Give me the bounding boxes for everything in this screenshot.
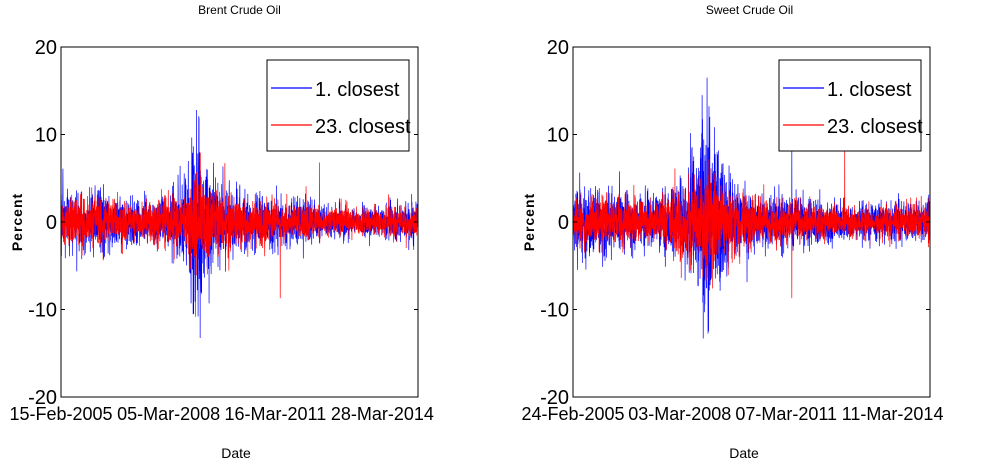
chart-title: Sweet Crude Oil — [706, 3, 793, 17]
legend-label: 1. closest — [827, 79, 912, 101]
y-tick-label: 0 — [558, 212, 569, 234]
x-axis: 24-Feb-2005 03-Mar-2008 07-Mar-2011 11-M… — [521, 404, 943, 424]
series-group — [572, 77, 931, 339]
y-axis-label: Percent — [9, 193, 25, 251]
panel-brent: Brent Crude Oil -20 -10 0 10 20 15-Feb-2… — [9, 3, 434, 461]
y-axis: -20 -10 0 10 20 — [540, 37, 930, 409]
x-tick-label: 05-Mar-2008 — [117, 404, 220, 424]
x-axis-label: Date — [729, 445, 759, 461]
y-tick-label: 20 — [547, 37, 569, 59]
x-tick-label: 11-Mar-2014 — [842, 404, 944, 424]
chart-title: Brent Crude Oil — [198, 3, 281, 17]
series-line-23-closest — [572, 142, 931, 299]
legend-label: 23. closest — [827, 116, 923, 138]
series-line-23-closest — [60, 152, 419, 317]
legend-label: 23. closest — [315, 116, 411, 138]
x-axis-label: Date — [221, 445, 251, 461]
y-axis: -20 -10 0 10 20 — [28, 37, 418, 409]
y-tick-label: 0 — [46, 212, 57, 234]
legend: 1. closest 23. closest — [778, 59, 923, 152]
y-tick-label: -10 — [28, 300, 57, 322]
legend: 1. closest 23. closest — [266, 59, 411, 152]
y-tick-label: 10 — [547, 125, 569, 147]
y-tick-label: 10 — [35, 125, 57, 147]
y-tick-label: 20 — [35, 37, 57, 59]
y-axis-label: Percent — [521, 193, 537, 251]
x-tick-label: 28-Mar-2014 — [331, 404, 434, 424]
x-tick-label: 16-Mar-2011 — [225, 404, 327, 424]
x-tick-label: 03-Mar-2008 — [628, 404, 731, 424]
y-tick-label: -10 — [540, 300, 569, 322]
y-tick-label: -20 — [540, 387, 569, 409]
legend-box — [266, 59, 410, 152]
y-tick-label: -20 — [28, 387, 57, 409]
x-tick-label: 15-Feb-2005 — [9, 404, 112, 424]
series-group — [60, 109, 419, 338]
panel-sweet: Sweet Crude Oil -20 -10 0 10 20 24-Feb-2… — [521, 3, 943, 461]
legend-label: 1. closest — [315, 79, 400, 101]
x-axis: 15-Feb-2005 05-Mar-2008 16-Mar-2011 28-M… — [9, 404, 433, 424]
x-tick-label: 07-Mar-2011 — [735, 404, 837, 424]
x-tick-label: 24-Feb-2005 — [521, 404, 624, 424]
legend-box — [778, 59, 922, 152]
